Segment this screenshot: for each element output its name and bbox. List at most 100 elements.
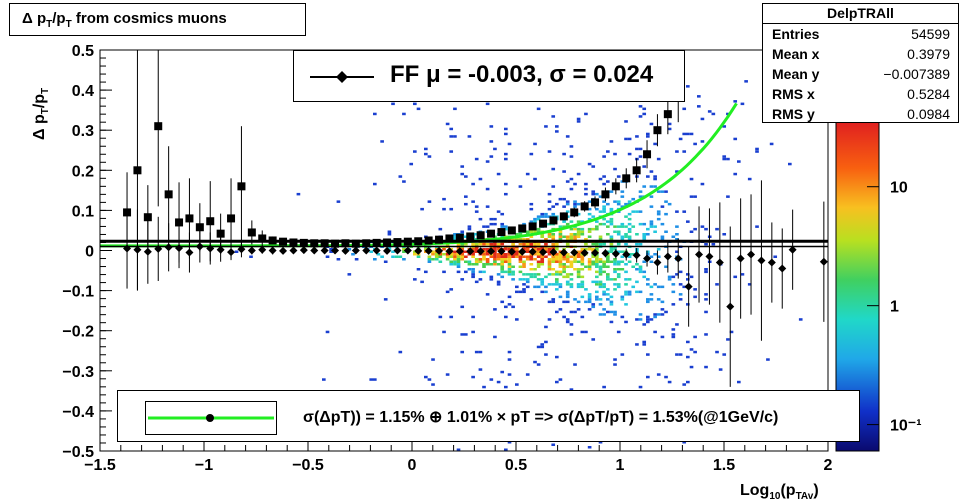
- heatmap-cell: [766, 358, 770, 361]
- heatmap-cell: [598, 210, 603, 213]
- heatmap-cell: [507, 350, 512, 354]
- heatmap-cell: [584, 265, 588, 268]
- heatmap-cell: [547, 192, 552, 196]
- heatmap-cell: [584, 248, 588, 251]
- heatmap-cell: [606, 310, 610, 314]
- heatmap-cell: [478, 368, 483, 371]
- heatmap-cell: [540, 283, 545, 286]
- mean-point: [237, 245, 246, 254]
- heatmap-cell: [693, 195, 697, 198]
- heatmap-cell: [504, 385, 508, 389]
- heatmap-cell: [558, 285, 563, 289]
- heatmap-cell: [471, 270, 475, 274]
- heatmap-cell: [704, 293, 708, 296]
- heatmap-cell: [420, 207, 424, 211]
- heatmap-cell: [525, 278, 530, 281]
- heatmap-cell: [569, 233, 574, 236]
- heatmap-cell: [529, 243, 534, 246]
- heatmap-cell: [533, 248, 537, 251]
- heatmap-cell: [449, 263, 454, 266]
- heatmap-cell: [686, 273, 690, 276]
- heatmap-cell: [595, 280, 599, 284]
- heatmap-cell: [602, 270, 606, 274]
- sigma-point: [299, 238, 308, 247]
- heatmap-cell: [536, 278, 541, 281]
- heatmap-cell: [402, 248, 406, 251]
- heatmap-cell: [507, 265, 512, 268]
- sigma-point: [570, 208, 579, 217]
- heatmap-cell: [671, 283, 676, 286]
- heatmap-cell: [689, 132, 694, 136]
- heatmap-cell: [649, 298, 654, 301]
- heatmap-cell: [580, 330, 585, 334]
- heatmap-cell: [511, 243, 515, 246]
- heatmap-cell: [478, 350, 483, 354]
- heatmap-cell: [573, 255, 577, 258]
- heatmap-cell: [587, 248, 592, 251]
- heatmap-cell: [525, 280, 530, 284]
- heatmap-cell: [383, 298, 388, 301]
- heatmap-cell: [504, 132, 508, 136]
- heatmap-cell: [616, 200, 621, 203]
- heatmap-cell: [500, 370, 505, 374]
- heatmap-cell: [504, 270, 508, 274]
- heatmap-cell: [427, 258, 432, 261]
- heatmap-cell: [642, 343, 647, 346]
- heatmap-cell: [424, 147, 428, 151]
- heatmap-cell: [595, 227, 599, 231]
- heatmap-cell: [540, 260, 545, 263]
- heatmap-cell: [474, 248, 479, 251]
- heatmap-cell: [591, 263, 596, 266]
- heatmap-cell: [595, 295, 599, 299]
- heatmap-cell: [493, 217, 497, 221]
- heatmap-cell: [551, 167, 556, 171]
- heatmap-cell: [569, 285, 574, 289]
- heatmap-cell: [635, 243, 639, 246]
- heatmap-cell: [569, 227, 574, 231]
- heatmap-cell: [638, 270, 643, 274]
- sigma-point: [331, 239, 340, 248]
- heatmap-cell: [533, 243, 537, 246]
- heatmap-cell: [551, 268, 556, 271]
- heatmap-cell: [584, 330, 588, 334]
- heatmap-cell: [555, 288, 559, 291]
- heatmap-cell: [474, 250, 479, 253]
- heatmap-cell: [591, 190, 596, 193]
- sigma-point: [341, 239, 350, 248]
- heatmap-cell: [544, 248, 548, 251]
- heatmap-cell: [653, 225, 657, 228]
- heatmap-cell: [595, 265, 599, 268]
- heatmap-cell: [391, 250, 395, 253]
- heatmap-cell: [504, 127, 508, 131]
- heatmap-cell: [558, 197, 563, 201]
- heatmap-cell: [638, 155, 643, 158]
- mean-point: [299, 246, 308, 255]
- sigma-point: [414, 237, 423, 246]
- heatmap-cell: [609, 310, 614, 314]
- heatmap-cell: [573, 268, 577, 271]
- heatmap-cell: [591, 305, 596, 309]
- heatmap-cell: [576, 230, 581, 233]
- heatmap-cell: [565, 243, 570, 246]
- mean-point: [788, 245, 797, 254]
- heatmap-cell: [646, 227, 650, 231]
- heatmap-cell: [580, 230, 585, 233]
- heatmap-cell: [635, 318, 639, 321]
- heatmap-cell: [598, 243, 603, 246]
- sigma-point: [632, 166, 641, 175]
- heatmap-cell: [507, 263, 512, 266]
- heatmap-cell: [489, 263, 494, 266]
- heatmap-cell: [631, 210, 636, 213]
- heatmap-cell: [438, 255, 443, 258]
- heatmap-cell: [547, 150, 552, 153]
- heatmap-cell: [686, 380, 690, 384]
- colorbar-tick-label: 10⁻¹: [890, 418, 922, 435]
- sigma-point: [487, 229, 496, 238]
- heatmap-cell: [464, 202, 468, 206]
- heatmap-cell: [325, 255, 330, 258]
- heatmap-cell: [565, 265, 570, 268]
- sigma-point: [559, 212, 568, 221]
- mean-point: [403, 246, 412, 255]
- heatmap-cell: [722, 157, 727, 161]
- resolution-legend-text: σ(ΔpT)) = 1.15% ⊕ 1.01% × pT => σ(ΔpT/pT…: [303, 409, 779, 426]
